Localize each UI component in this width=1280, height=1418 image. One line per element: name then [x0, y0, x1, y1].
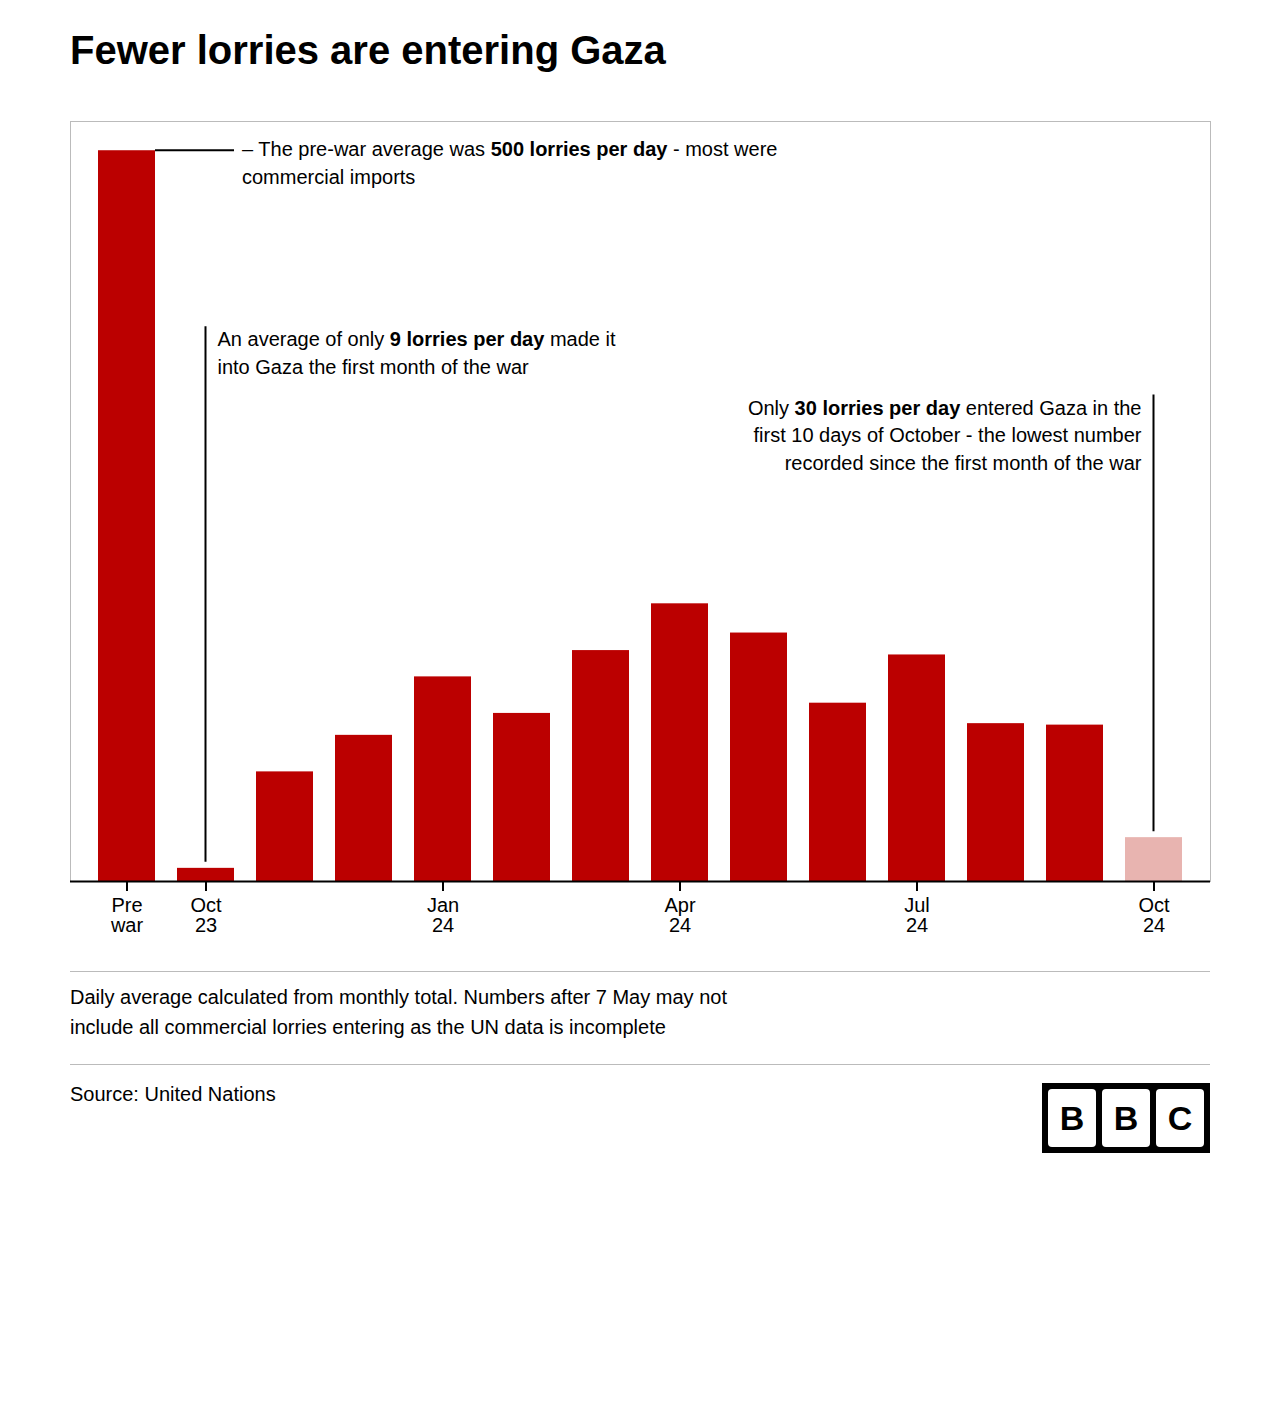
html-text:Only 30 lorries per day entere: Only 30 lorries per day entered Gaza in …	[747, 396, 1142, 474]
html-text:Daily average calculated from: Daily average calculated from monthly to…	[70, 986, 727, 1038]
html-text:C: C	[1167, 1099, 1193, 1137]
html-text:B: B	[1059, 1099, 1085, 1137]
svg-text:Jul24: Jul24	[904, 894, 930, 936]
svg-text:Oct24: Oct24	[1138, 894, 1170, 936]
html-text:– The pre-war average was 500: – The pre-war average was 500 lorries pe…	[242, 138, 778, 188]
html-text:Fewer lorries are entering Gaz: Fewer lorries are entering Gaza	[70, 28, 666, 72]
svg-text:Prewar: Prewar	[110, 894, 144, 936]
svg-text:Jan24: Jan24	[427, 894, 459, 936]
svg-text:Apr24: Apr24	[664, 894, 695, 936]
html-text:An average of only 9 lorries p: An average of only 9 lorries per day mad…	[217, 328, 616, 378]
svg-text:Oct23: Oct23	[190, 894, 222, 936]
html-text:B: B	[1113, 1099, 1139, 1137]
html-text:Source: United Nations: Source: United Nations	[70, 1083, 276, 1105]
